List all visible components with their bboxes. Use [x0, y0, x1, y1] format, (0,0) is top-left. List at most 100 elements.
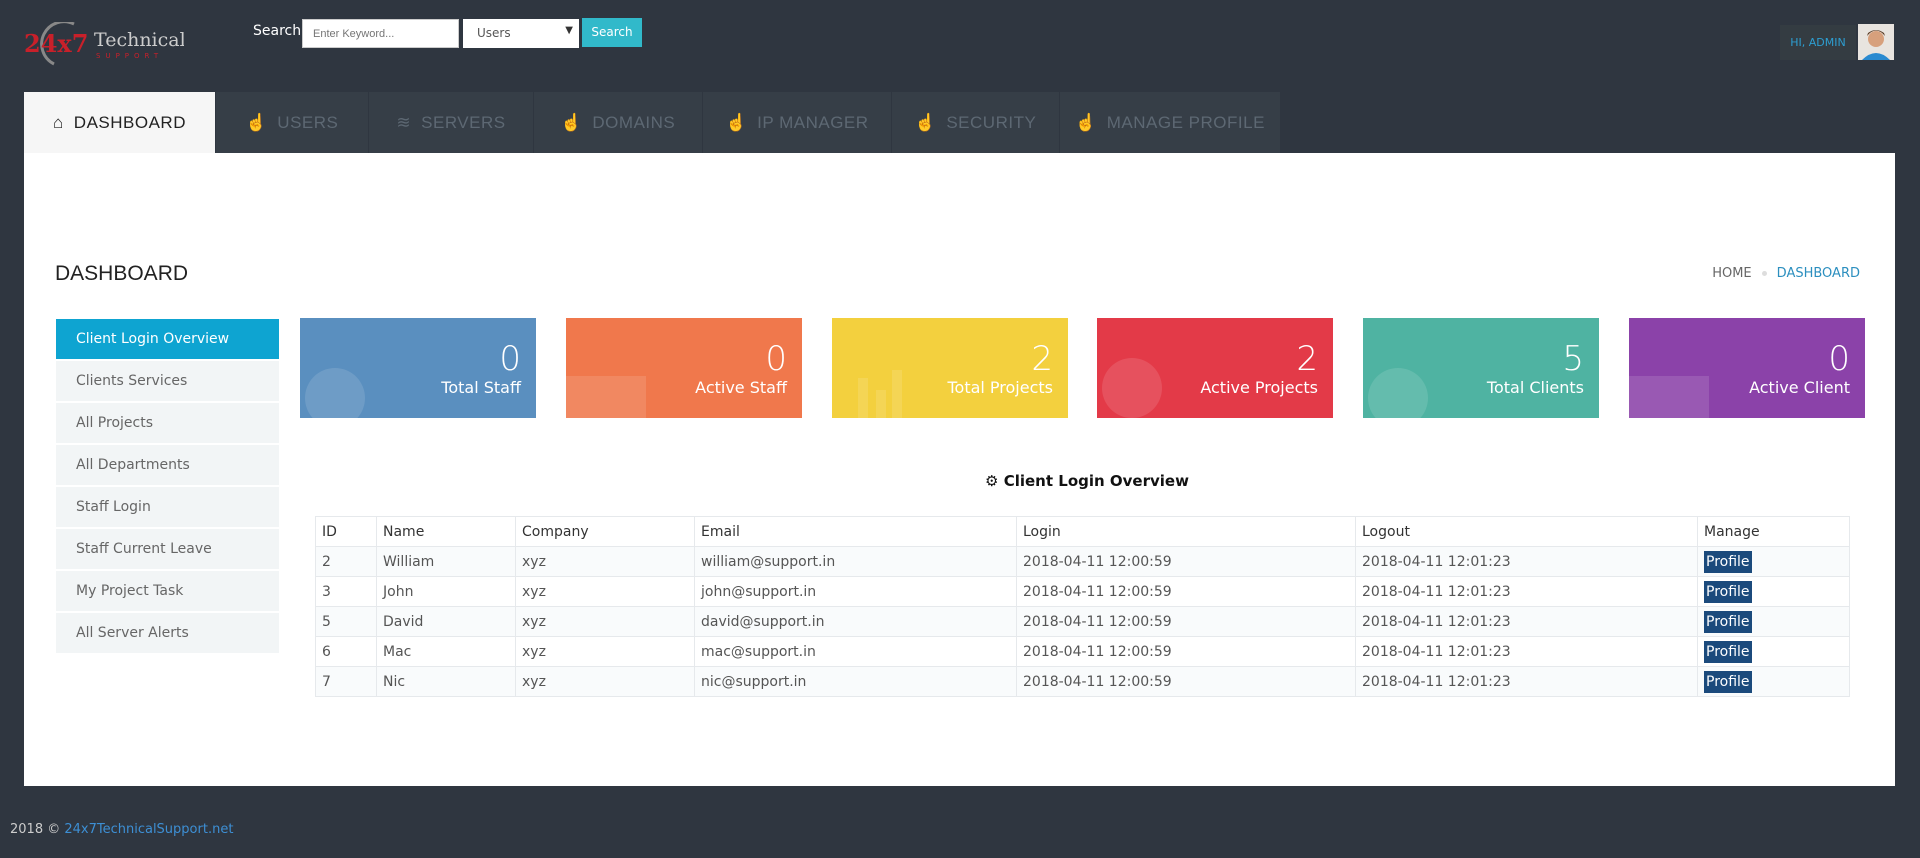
caret-down-icon: ▼: [565, 25, 573, 36]
tab-users[interactable]: ☝ USERS: [216, 92, 369, 153]
select-value: Users: [477, 26, 511, 40]
sidebar: Client Login Overview Clients Services A…: [56, 319, 279, 655]
tab-label: MANAGE PROFILE: [1106, 112, 1265, 132]
stat-card[interactable]: 2 Active Projects: [1097, 318, 1333, 418]
avatar[interactable]: [1858, 24, 1894, 60]
table-cell: xyz: [515, 636, 695, 667]
tab-label: USERS: [277, 112, 339, 132]
table-cell: Profile: [1697, 606, 1850, 637]
column-header: Email: [694, 516, 1017, 547]
table-cell: Profile: [1697, 666, 1850, 697]
hand-icon: ☝: [245, 112, 268, 132]
tab-label: DASHBOARD: [73, 112, 186, 132]
stat-value: 0: [765, 339, 787, 379]
column-header: ID: [315, 516, 377, 547]
table-cell: 2018-04-11 12:00:59: [1016, 546, 1356, 577]
home-icon: ⌂: [53, 112, 64, 132]
sidebar-item-all-server-alerts[interactable]: All Server Alerts: [56, 613, 279, 653]
table-row: 7 Nic xyz nic@support.in 2018-04-11 12:00:59…: [315, 666, 1850, 697]
logo[interactable]: 24x7 Technical SUPPORT: [24, 20, 186, 68]
profile-button[interactable]: Profile: [1704, 640, 1752, 663]
stat-label: Active Staff: [695, 378, 787, 397]
table-cell: 2018-04-11 12:01:23: [1355, 576, 1698, 607]
table-cell: xyz: [515, 606, 695, 637]
table-cell: 2018-04-11 12:01:23: [1355, 636, 1698, 667]
table-row: 5 David xyz david@support.in 2018-04-11 12:0…: [315, 606, 1850, 637]
table-cell: 6: [315, 636, 377, 667]
sidebar-item-my-project-task[interactable]: My Project Task: [56, 571, 279, 611]
hand-icon: ☝: [1075, 112, 1097, 132]
hand-icon: ☝: [725, 112, 748, 132]
tab-label: IP MANAGER: [757, 112, 869, 132]
page-title: DASHBOARD: [55, 262, 189, 285]
search-input[interactable]: [302, 19, 459, 48]
stat-value: 2: [1296, 339, 1318, 379]
table-cell: 7: [315, 666, 377, 697]
sidebar-item-staff-login[interactable]: Staff Login: [56, 487, 279, 527]
profile-button[interactable]: Profile: [1704, 580, 1752, 603]
stat-label: Active Client: [1749, 378, 1850, 397]
stat-card[interactable]: 0 Active Client: [1629, 318, 1865, 418]
tab-label: DOMAINS: [592, 112, 676, 132]
stat-value: 0: [1828, 339, 1850, 379]
table-cell: nic@support.in: [694, 666, 1017, 697]
search-category-select[interactable]: Users ▼: [463, 19, 579, 48]
table-cell: 2018-04-11 12:00:59: [1016, 576, 1356, 607]
tab-servers[interactable]: ≋ SERVERS: [369, 92, 534, 153]
table-cell: xyz: [515, 576, 695, 607]
tab-security[interactable]: ☝ SECURITY: [892, 92, 1060, 153]
table-cell: David: [376, 606, 516, 637]
stat-label: Total Projects: [947, 378, 1053, 397]
tab-domains[interactable]: ☝ DOMAINS: [534, 92, 703, 153]
table-cell: william@support.in: [694, 546, 1017, 577]
sidebar-item-client-login-overview[interactable]: Client Login Overview: [56, 319, 279, 359]
section-title: ⚙ Client Login Overview: [0, 472, 1920, 490]
stat-card[interactable]: 0 Total Staff: [300, 318, 536, 418]
table-cell: mac@support.in: [694, 636, 1017, 667]
tab-ip-manager[interactable]: ☝ IP MANAGER: [703, 92, 892, 153]
stat-value: 0: [499, 339, 521, 379]
table-cell: Profile: [1697, 546, 1850, 577]
tab-dashboard[interactable]: ⌂ DASHBOARD: [24, 92, 216, 153]
search-button[interactable]: Search: [582, 18, 642, 47]
gear-icon: ⚙: [985, 472, 999, 490]
profile-button[interactable]: Profile: [1704, 670, 1752, 693]
profile-button[interactable]: Profile: [1704, 550, 1752, 573]
column-header: Name: [376, 516, 516, 547]
hand-icon: ☝: [560, 112, 583, 132]
section-title-text: Client Login Overview: [1003, 472, 1189, 490]
table-cell: Mac: [376, 636, 516, 667]
table-cell: John: [376, 576, 516, 607]
sidebar-item-all-projects[interactable]: All Projects: [56, 403, 279, 443]
table-cell: xyz: [515, 666, 695, 697]
stat-card[interactable]: 2 Total Projects: [832, 318, 1068, 418]
breadcrumb-separator: [1761, 271, 1767, 276]
breadcrumb: HOME DASHBOARD: [1712, 266, 1860, 281]
column-header: Company: [515, 516, 695, 547]
decor-shape: [892, 370, 902, 418]
stat-label: Total Clients: [1486, 378, 1584, 397]
breadcrumb-home[interactable]: HOME: [1712, 266, 1752, 281]
client-login-table: ID Name Company Email Login Logout Manage 2 Wil…: [315, 516, 1850, 697]
sidebar-item-clients-services[interactable]: Clients Services: [56, 361, 279, 401]
column-header: Login: [1016, 516, 1356, 547]
layers-icon: ≋: [396, 112, 412, 132]
table-cell: Profile: [1697, 636, 1850, 667]
footer-link[interactable]: 24x7TechnicalSupport.net: [64, 822, 234, 837]
decor-shape: [1102, 358, 1162, 418]
sidebar-item-staff-current-leave[interactable]: Staff Current Leave: [56, 529, 279, 569]
tab-manage-profile[interactable]: ☝ MANAGE PROFILE: [1060, 92, 1281, 153]
decor-shape: [1629, 376, 1709, 418]
profile-button[interactable]: Profile: [1704, 610, 1752, 633]
stat-card[interactable]: 5 Total Clients: [1363, 318, 1599, 418]
footer: 2018 © 24x7TechnicalSupport.net: [10, 822, 233, 837]
copyright-text: 2018 ©: [10, 822, 65, 837]
stat-card[interactable]: 0 Active Staff: [566, 318, 802, 418]
main-nav: ⌂ DASHBOARD ☝ USERS ≋ SERVERS ☝ DOMAINS ☝ IP …: [24, 92, 1281, 153]
sidebar-item-all-departments[interactable]: All Departments: [56, 445, 279, 485]
table-cell: 5: [315, 606, 377, 637]
table-row: 3 John xyz john@support.in 2018-04-11 12:00:…: [315, 576, 1850, 607]
user-greeting[interactable]: HI, ADMIN: [1780, 25, 1856, 60]
table-cell: 2018-04-11 12:00:59: [1016, 606, 1356, 637]
table-cell: William: [376, 546, 516, 577]
